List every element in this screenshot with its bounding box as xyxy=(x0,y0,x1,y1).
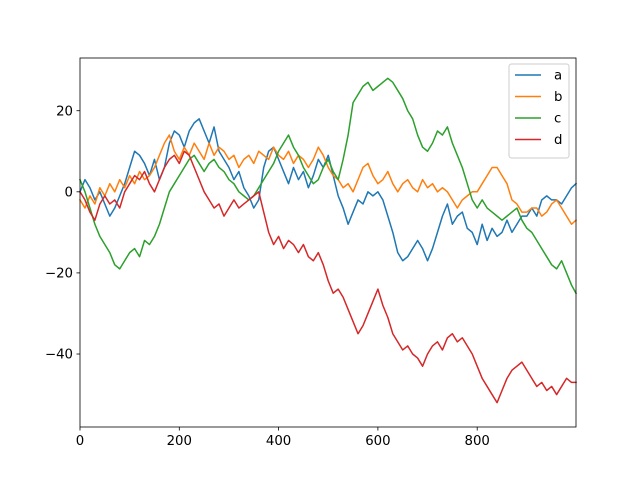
legend-label-b: b xyxy=(554,90,562,105)
y-axis: −40 −20 0 20 xyxy=(45,104,80,363)
x-tick-label: 400 xyxy=(266,434,291,449)
y-tick-label: −20 xyxy=(45,267,73,282)
legend-label-c: c xyxy=(554,112,561,127)
legend-box xyxy=(508,63,570,159)
legend-label-d: d xyxy=(554,133,562,148)
y-tick-label: 20 xyxy=(56,104,73,119)
series-line-b xyxy=(78,134,578,225)
x-tick-label: 800 xyxy=(465,434,490,449)
y-tick-label: −40 xyxy=(45,348,73,363)
plot-area xyxy=(78,57,578,428)
axes-frame xyxy=(79,57,577,428)
series-line-d xyxy=(78,150,577,404)
x-tick-label: 200 xyxy=(167,434,192,449)
legend-label-a: a xyxy=(554,69,562,84)
y-tick-label: 0 xyxy=(65,186,73,201)
series-layer xyxy=(78,77,578,404)
x-axis: 0 200 400 600 800 xyxy=(76,427,490,449)
x-tick-label: 600 xyxy=(365,434,390,449)
x-tick-label: 0 xyxy=(76,434,84,449)
series-line-c xyxy=(79,77,578,295)
